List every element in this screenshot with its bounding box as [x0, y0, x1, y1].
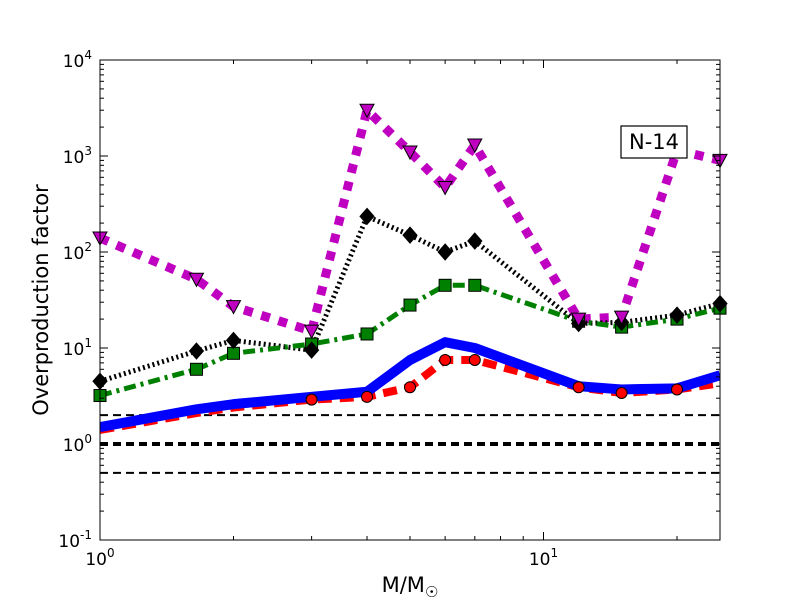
marker-1-7 — [671, 383, 684, 396]
marker-1-1 — [361, 390, 374, 403]
marker-3-10 — [669, 306, 685, 324]
marker-1-6 — [615, 386, 628, 399]
x-axis-label: M/M☉ — [382, 573, 439, 600]
y-tick-label-5: 104 — [63, 48, 92, 72]
marker-1-5 — [572, 381, 585, 394]
marker-4-4 — [359, 103, 375, 119]
marker-4-6 — [437, 180, 453, 196]
y-axis-label: Overproduction factor — [29, 184, 53, 416]
marker-3-1 — [188, 342, 205, 360]
marker-3-7 — [467, 232, 483, 250]
marker-1-3 — [439, 353, 452, 366]
annotation-box: N-14 — [620, 125, 688, 159]
marker-3-5 — [402, 226, 418, 244]
x-tick-label-0: 100 — [85, 546, 114, 570]
marker-3-2 — [225, 331, 242, 350]
marker-4-7 — [466, 138, 483, 154]
x-axis-label-sub: ☉ — [425, 583, 438, 600]
marker-2-6 — [438, 278, 452, 292]
x-tick-label-1: 101 — [529, 546, 558, 570]
marker-4-2 — [225, 300, 242, 315]
marker-1-4 — [468, 353, 481, 366]
y-tick-label-4: 103 — [63, 144, 92, 168]
marker-4-5 — [402, 145, 418, 161]
marker-2-5 — [403, 298, 417, 312]
axis-ticks — [99, 59, 720, 541]
series-line-3 — [100, 213, 720, 384]
marker-4-1 — [188, 272, 205, 288]
marker-3-4 — [359, 207, 375, 226]
marker-1-2 — [404, 381, 416, 394]
marker-2-7 — [468, 278, 482, 292]
marker-4-3 — [303, 324, 320, 340]
marker-2-1 — [189, 362, 203, 376]
x-axis-label-main: M/M — [382, 573, 425, 597]
y-tick-label-0: 10-1 — [58, 528, 92, 552]
annotation-label: N-14 — [629, 130, 679, 154]
marker-2-4 — [360, 327, 374, 341]
series-line-0 — [100, 337, 720, 433]
y-tick-label-2: 101 — [63, 336, 92, 360]
y-tick-label-1: 100 — [63, 432, 92, 456]
series-line-1 — [100, 355, 720, 434]
marker-4-8 — [570, 312, 587, 328]
marker-1-0 — [305, 393, 318, 406]
y-tick-label-3: 102 — [63, 240, 92, 264]
series-line-4 — [100, 105, 720, 336]
marker-3-3 — [303, 341, 320, 359]
marker-3-6 — [437, 243, 453, 261]
marker-4-9 — [613, 310, 630, 326]
